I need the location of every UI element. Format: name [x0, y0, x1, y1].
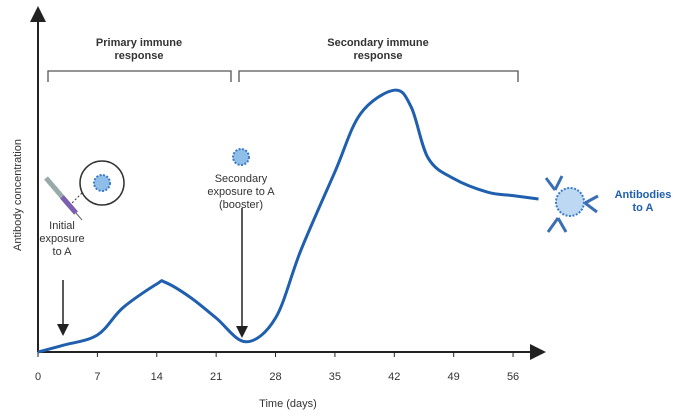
virus-icon	[232, 148, 250, 166]
x-tick-label: 28	[269, 371, 281, 383]
bracket	[47, 70, 232, 82]
x-tick-label: 21	[210, 371, 222, 383]
y-axis-label: Antibody concentration	[12, 139, 24, 251]
annotation: to A	[53, 246, 73, 258]
x-tick-label: 0	[35, 371, 41, 383]
annotation: exposure	[39, 233, 84, 245]
x-axis-label: Time (days)	[259, 398, 317, 410]
x-tick-label: 49	[448, 371, 460, 383]
x-tick-label: 56	[507, 371, 519, 383]
x-tick-label: 14	[151, 371, 163, 383]
magnifier-link	[71, 192, 83, 204]
annotation: Secondary immune	[327, 37, 428, 49]
annotation: Secondary	[215, 173, 268, 185]
annotation: (booster)	[219, 199, 263, 211]
antibody-curve	[37, 88, 539, 354]
virus-icon	[93, 174, 111, 192]
annotation: response	[354, 50, 403, 62]
x-tick-label: 35	[329, 371, 341, 383]
annotation: to A	[633, 202, 654, 214]
bracket	[238, 70, 519, 82]
antibody-icon	[544, 175, 599, 233]
annotation: Primary immune	[96, 37, 182, 49]
annotation: Initial	[49, 220, 75, 232]
annotation: response	[115, 50, 164, 62]
syringe-icon	[44, 176, 83, 221]
annotation: exposure to A	[207, 186, 275, 198]
x-tick-label: 42	[388, 371, 400, 383]
annotation: Antibodies	[615, 189, 672, 201]
x-tick-label: 7	[94, 371, 100, 383]
